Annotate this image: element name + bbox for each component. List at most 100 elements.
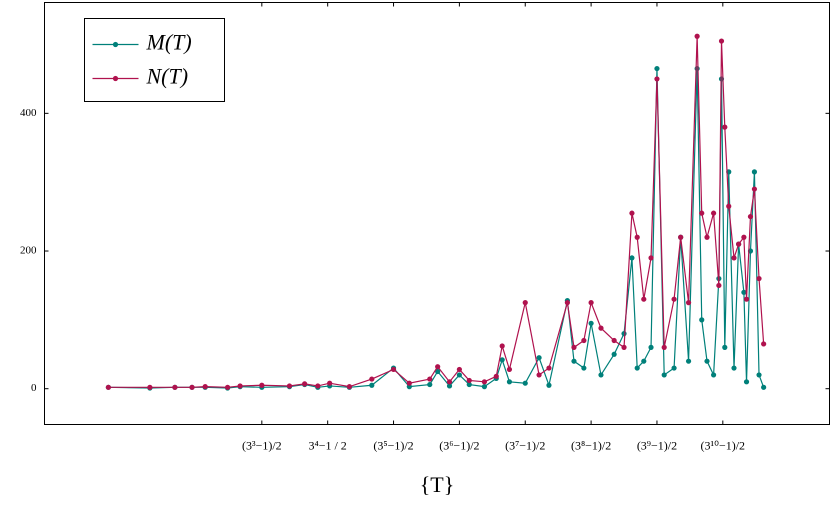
data-point: [629, 210, 635, 216]
data-point: [648, 344, 654, 350]
legend-box: [84, 18, 225, 102]
data-point: [731, 255, 737, 261]
data-point: [493, 373, 499, 379]
data-point: [172, 384, 178, 390]
legend-label: M(T): [146, 30, 192, 55]
y-tick-label: 0: [31, 382, 37, 394]
data-point: [435, 368, 441, 375]
data-point: [456, 372, 462, 378]
data-point: [722, 124, 728, 130]
data-point: [761, 341, 767, 347]
data-point: [369, 376, 375, 382]
data-point: [685, 358, 692, 364]
data-point: [481, 379, 488, 385]
data-point: [536, 355, 542, 361]
data-point: [699, 210, 705, 216]
data-point: [741, 289, 747, 295]
data-point: [634, 234, 640, 240]
data-point: [654, 76, 660, 82]
data-point: [641, 296, 647, 302]
data-point: [704, 234, 710, 240]
data-point: [699, 317, 705, 323]
data-point: [390, 366, 397, 373]
data-point: [716, 282, 722, 289]
y-tick-label: 200: [20, 245, 37, 257]
data-point: [105, 384, 111, 390]
data-point: [621, 331, 627, 337]
data-point: [751, 169, 758, 175]
data-point: [327, 380, 333, 386]
data-point: [751, 186, 758, 192]
data-point: [315, 383, 321, 389]
data-point: [224, 384, 231, 390]
data-point: [546, 382, 552, 388]
data-point: [499, 357, 505, 363]
data-point: [506, 379, 513, 385]
data-point: [237, 383, 243, 389]
data-point: [747, 213, 754, 220]
data-point: [743, 296, 750, 302]
data-point: [369, 382, 375, 388]
data-point: [427, 381, 433, 388]
data-point: [506, 366, 513, 373]
x-tick-label: 3⁴−1 / 2: [309, 438, 347, 452]
data-point: [704, 358, 710, 364]
data-point: [611, 337, 617, 344]
data-point: [671, 296, 677, 302]
data-point: [761, 384, 767, 390]
data-point: [522, 380, 528, 386]
data-point: [481, 384, 488, 390]
legend-marker: [112, 41, 119, 48]
data-point: [671, 365, 677, 371]
x-tick-label: (3¹⁰−1)/2: [701, 438, 746, 452]
data-point: [611, 351, 617, 357]
data-point: [522, 300, 528, 306]
data-point: [259, 382, 265, 388]
x-tick-label: (3⁹−1)/2: [637, 438, 677, 452]
data-point: [743, 379, 750, 385]
data-point: [731, 365, 737, 371]
data-point: [446, 383, 453, 389]
data-point: [446, 379, 453, 385]
data-point: [634, 365, 640, 371]
data-point: [564, 300, 570, 306]
data-point: [710, 210, 717, 216]
data-point: [499, 343, 505, 349]
data-point: [581, 365, 587, 371]
data-point: [147, 384, 153, 390]
data-point: [621, 344, 627, 350]
legend-marker: [112, 75, 119, 82]
data-point: [678, 234, 684, 240]
x-tick-label: (3⁸−1)/2: [571, 438, 611, 452]
data-point: [286, 383, 293, 389]
data-point: [581, 337, 587, 344]
data-point: [741, 234, 747, 240]
data-point: [629, 255, 635, 261]
data-point: [661, 372, 667, 378]
data-point: [588, 320, 594, 326]
data-point: [536, 372, 542, 378]
data-point: [710, 372, 717, 378]
x-tick-label: (3⁵−1)/2: [373, 438, 413, 452]
data-point: [641, 358, 647, 364]
y-tick-label: 400: [20, 107, 37, 119]
data-point: [202, 384, 208, 390]
data-point: [661, 344, 667, 350]
plot-frame: [44, 2, 830, 425]
data-point: [598, 325, 604, 331]
data-point: [546, 365, 552, 371]
data-point: [435, 364, 441, 370]
x-tick-label: (3⁷−1)/2: [505, 438, 545, 452]
data-point: [456, 366, 462, 373]
data-point: [588, 300, 594, 306]
data-point: [756, 275, 762, 282]
data-point: [718, 38, 725, 44]
data-point: [466, 381, 472, 388]
data-point: [648, 255, 654, 261]
data-point: [427, 376, 433, 382]
legend-label: N(T): [146, 64, 189, 89]
legend: M(T) N(T): [84, 18, 225, 102]
data-point: [685, 300, 692, 306]
data-point: [694, 33, 700, 39]
